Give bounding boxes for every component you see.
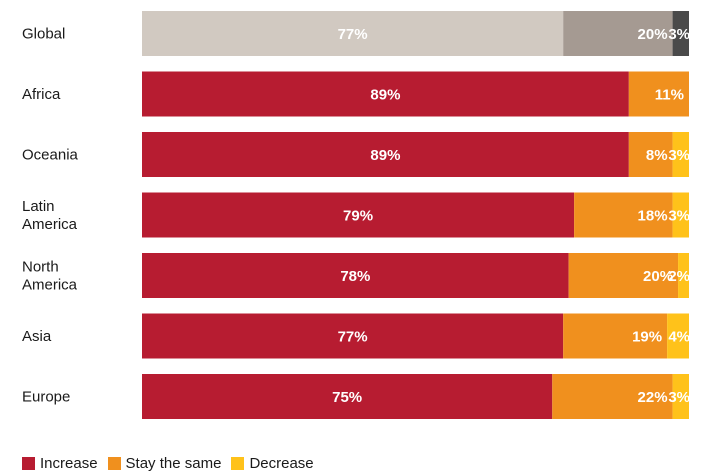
value-label-africa-increase: 89% [370,87,400,104]
bar-africa-stay-the-same [628,71,689,117]
category-label-asia: Asia [22,328,52,345]
value-label-europe-increase: 75% [332,389,362,406]
value-label-latin-america-stay-the-same: 18% [638,208,668,225]
category-label-global: Global [22,26,65,43]
value-label-north-america-decrease: 2% [668,268,690,285]
category-label-oceania: Oceania [22,147,79,164]
category-label-latin-america: Latin America [22,198,78,233]
value-label-north-america-increase: 78% [340,268,370,285]
value-label-oceania-increase: 89% [370,147,400,164]
bar-oceania-stay-the-same [628,132,673,177]
value-label-global-decrease: 3% [668,26,690,43]
value-label-europe-stay-the-same: 22% [638,389,668,406]
value-label-europe-decrease: 3% [668,389,690,406]
bar-oceania-decrease [672,132,689,177]
value-label-latin-america-decrease: 3% [668,208,690,225]
value-label-asia-increase: 77% [338,329,368,346]
bar-europe-stay-the-same [552,374,673,419]
bar-oceania-increase [142,132,629,177]
category-label-europe: Europe [22,389,70,406]
bar-africa-increase [142,71,629,117]
stacked-bar-chart: Global 77% 20% 3%Africa 89% 11%Oceania 89% 8% 3%… [22,11,690,419]
bar-latin-america-decrease [672,192,689,238]
legend-swatch-decrease [231,457,245,470]
bar-europe-decrease [672,374,689,419]
bar-global-decrease [672,11,689,56]
bar-north-america-increase [142,253,569,298]
value-label-global-stay-the-same: 20% [638,26,668,43]
bar-north-america-decrease [678,253,689,298]
value-label-africa-stay-the-same: 11% [655,87,684,104]
value-label-global-increase: 77% [338,26,368,43]
value-label-oceania-stay-the-same: 8% [646,147,668,164]
value-label-latin-america-increase: 79% [343,208,373,225]
bar-global-increase [142,11,564,56]
value-label-oceania-decrease: 3% [668,147,690,164]
bar-latin-america-increase [142,192,575,238]
legend-swatch-increase [22,457,35,470]
category-label-north-america: North America [22,259,78,294]
value-label-asia-stay-the-same: 19% [632,329,662,346]
legend-label-increase: Increase [40,455,98,472]
bar-latin-america-stay-the-same [574,192,673,238]
value-label-north-america-stay-the-same: 20% [643,268,673,285]
legend-swatch-stay-the-same [107,457,121,470]
value-label-asia-decrease: 4% [668,329,690,346]
legend-label-stay-the-same: Stay the same [125,455,222,472]
bar-global-stay-the-same [563,11,673,56]
bar-north-america-stay-the-same [568,253,679,298]
category-label-africa: Africa [22,86,61,103]
legend-item-stay-the-same: Stay the same [107,455,222,472]
legend-item-decrease: Decrease [231,455,314,472]
bar-asia-decrease [667,313,689,359]
legend-item-increase: Increase [22,455,98,472]
legend-label-decrease: Decrease [249,455,314,472]
chart-legend: Increase Stay the same Decrease [22,455,318,472]
bar-europe-increase [142,374,553,419]
bar-asia-increase [142,313,564,359]
bar-asia-stay-the-same [563,313,668,359]
